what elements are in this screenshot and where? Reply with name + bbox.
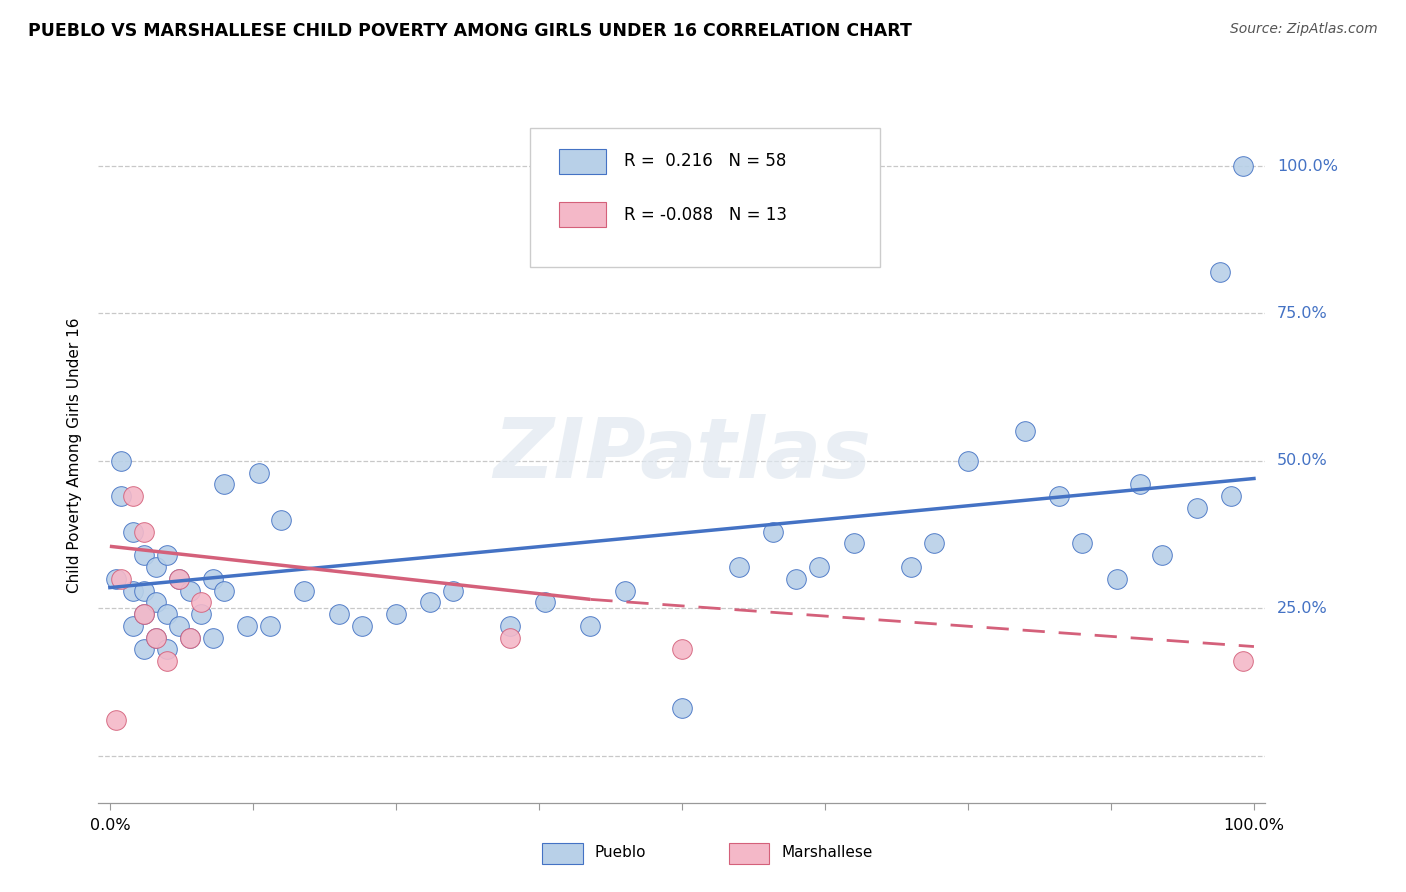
Point	[167, 572, 190, 586]
Text: Marshallese: Marshallese	[782, 846, 873, 861]
Text: 100.0%: 100.0%	[1277, 159, 1339, 174]
Text: Pueblo: Pueblo	[595, 846, 645, 861]
Point	[121, 489, 143, 503]
Point	[671, 701, 693, 715]
Text: 100.0%: 100.0%	[1223, 818, 1285, 832]
Point	[270, 513, 292, 527]
Text: Source: ZipAtlas.com: Source: ZipAtlas.com	[1230, 22, 1378, 37]
Point	[201, 572, 224, 586]
Point	[156, 607, 179, 621]
FancyBboxPatch shape	[560, 149, 606, 174]
Point	[179, 631, 201, 645]
Point	[156, 548, 179, 562]
Point	[121, 524, 143, 539]
Point	[134, 642, 156, 657]
Point	[145, 631, 167, 645]
Point	[1220, 489, 1243, 503]
Point	[247, 466, 270, 480]
Point	[145, 560, 167, 574]
Point	[350, 619, 373, 633]
Text: PUEBLO VS MARSHALLESE CHILD POVERTY AMONG GIRLS UNDER 16 CORRELATION CHART: PUEBLO VS MARSHALLESE CHILD POVERTY AMON…	[28, 22, 912, 40]
Point	[156, 642, 179, 657]
Point	[900, 560, 922, 574]
Text: 25.0%: 25.0%	[1277, 600, 1327, 615]
Point	[214, 583, 236, 598]
Point	[134, 583, 156, 598]
Point	[1014, 425, 1036, 439]
Point	[190, 595, 212, 609]
Point	[419, 595, 441, 609]
Point	[1049, 489, 1071, 503]
Text: 75.0%: 75.0%	[1277, 306, 1327, 321]
Point	[121, 619, 143, 633]
Point	[292, 583, 315, 598]
Point	[842, 536, 865, 550]
Point	[1128, 477, 1150, 491]
Point	[956, 454, 979, 468]
Point	[328, 607, 350, 621]
Point	[145, 631, 167, 645]
Point	[104, 713, 127, 727]
Point	[1232, 654, 1254, 668]
Text: ZIPatlas: ZIPatlas	[494, 415, 870, 495]
Point	[1071, 536, 1094, 550]
FancyBboxPatch shape	[541, 843, 582, 864]
Text: R = -0.088   N = 13: R = -0.088 N = 13	[623, 206, 786, 224]
Point	[236, 619, 259, 633]
Point	[110, 572, 132, 586]
Point	[385, 607, 408, 621]
Point	[762, 524, 785, 539]
Point	[179, 631, 201, 645]
Point	[1185, 500, 1208, 515]
Text: 0.0%: 0.0%	[90, 818, 131, 832]
Point	[1232, 159, 1254, 173]
Point	[110, 489, 132, 503]
Point	[671, 642, 693, 657]
Point	[441, 583, 464, 598]
Text: R =  0.216   N = 58: R = 0.216 N = 58	[623, 153, 786, 170]
FancyBboxPatch shape	[560, 202, 606, 227]
Point	[179, 583, 201, 598]
Point	[134, 607, 156, 621]
Point	[134, 607, 156, 621]
Point	[214, 477, 236, 491]
Point	[121, 583, 143, 598]
Point	[579, 619, 602, 633]
Point	[808, 560, 831, 574]
Point	[134, 524, 156, 539]
Point	[167, 572, 190, 586]
Point	[1105, 572, 1128, 586]
Text: 50.0%: 50.0%	[1277, 453, 1327, 468]
Point	[499, 619, 522, 633]
Point	[134, 548, 156, 562]
Point	[156, 654, 179, 668]
Point	[259, 619, 281, 633]
Y-axis label: Child Poverty Among Girls Under 16: Child Poverty Among Girls Under 16	[67, 318, 83, 592]
Point	[190, 607, 212, 621]
Point	[110, 454, 132, 468]
Point	[1208, 265, 1230, 279]
Point	[104, 572, 127, 586]
Point	[145, 595, 167, 609]
FancyBboxPatch shape	[728, 843, 769, 864]
Point	[201, 631, 224, 645]
Point	[167, 619, 190, 633]
Point	[1152, 548, 1174, 562]
Point	[533, 595, 555, 609]
Point	[922, 536, 945, 550]
Point	[728, 560, 751, 574]
Point	[785, 572, 807, 586]
FancyBboxPatch shape	[530, 128, 880, 267]
Point	[499, 631, 522, 645]
Point	[613, 583, 636, 598]
